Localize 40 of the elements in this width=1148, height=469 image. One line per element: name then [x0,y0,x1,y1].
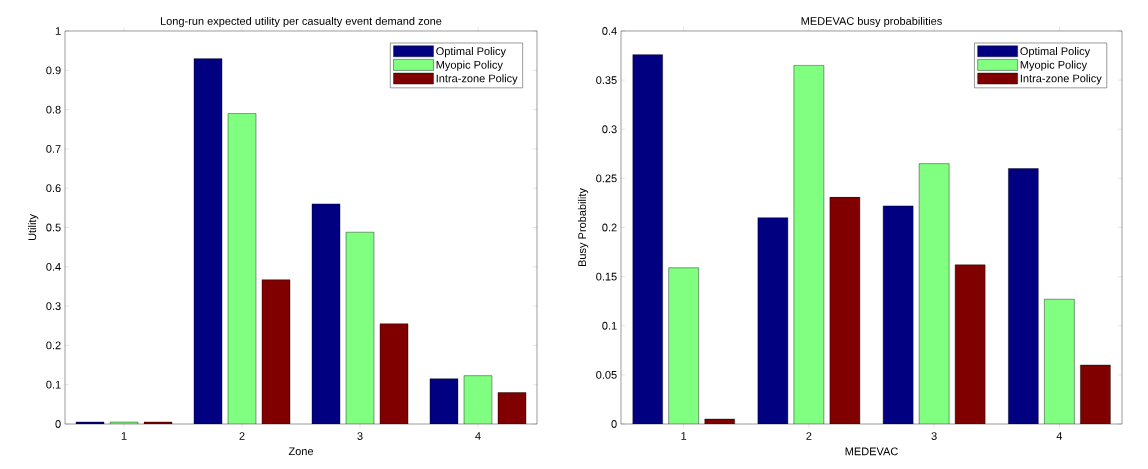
y-tick-label: 0 [611,420,617,428]
x-tick-label: 3 [931,432,937,440]
y-tick-label: 0.3 [602,125,617,134]
legend-label: Myopic Policy [436,60,503,71]
y-axis-title: Busy Probability [577,188,589,267]
x-tick-label: 3 [357,432,363,440]
y-tick-label: 0.3 [46,302,61,310]
y-tick-label: 0 [55,420,61,428]
x-tick-label: 2 [806,432,812,440]
x-axis-title: MEDEVAC [845,447,898,456]
y-tick-label: 1 [55,27,61,35]
y-tick-label: 0.6 [46,184,61,193]
legend-label: Myopic Policy [1020,60,1088,71]
legend-label: Optimal Policy [436,46,506,58]
y-tick-label: 0.1 [46,380,61,389]
y-tick-label: 0.1 [602,321,617,330]
x-tick-label: 4 [475,432,481,440]
y-tick-label: 0.2 [46,341,61,350]
y-tick-label: 0.05 [596,370,617,379]
y-tick-label: 0.35 [596,76,617,85]
y-tick-label: 0.15 [596,272,617,281]
x-tick-label: 2 [239,432,245,440]
chart-title: Long-run expected utility per casualty event demand zone [160,16,442,28]
y-tick-label: 0.7 [46,145,61,153]
chart-title: MEDEVAC busy probabilities [801,16,942,28]
y-axis-title: Utility [28,214,39,241]
x-tick-label: 1 [121,432,127,440]
y-tick-label: 0.2 [602,223,617,232]
legend-label: Intra-zone Policy [436,74,518,85]
x-tick-label: 4 [1056,432,1063,440]
y-tick-label: 0.4 [602,27,617,35]
legend-label: Optimal Policy [1020,46,1091,58]
y-tick-label: 0.4 [46,262,61,271]
y-tick-label: 0.9 [46,66,61,75]
y-tick-label: 0.5 [46,223,61,232]
y-tick-label: 0.8 [46,105,61,114]
x-axis-title: Zone [288,447,314,456]
legend-label: Intra-zone Policy [1020,74,1102,85]
x-tick-label: 1 [681,432,687,440]
y-tick-label: 0.25 [596,174,617,183]
